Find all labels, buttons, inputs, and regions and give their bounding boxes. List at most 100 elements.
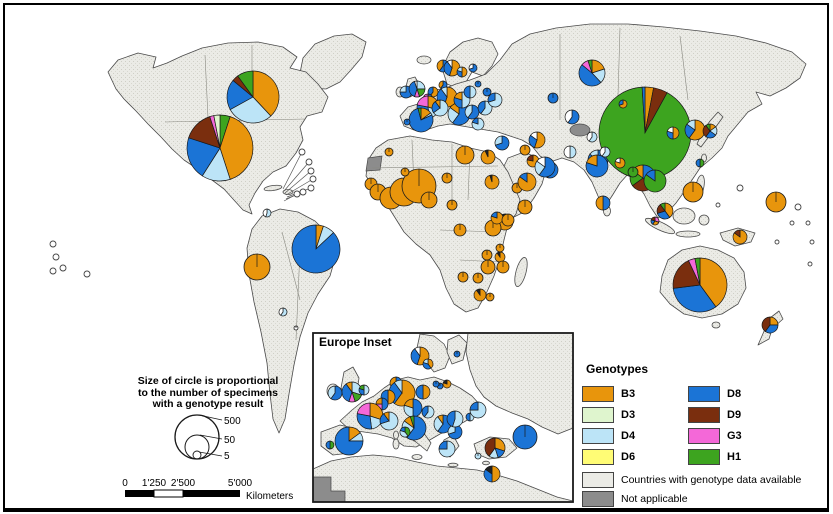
- pie-marker: [453, 223, 467, 237]
- small-specimen-circle: [49, 267, 57, 275]
- leader-line: [284, 170, 312, 194]
- scale-tick-2500: 2'500: [171, 478, 196, 489]
- scale-tick-0: 0: [122, 478, 128, 489]
- inset-land-corsica: [393, 430, 399, 440]
- small-specimen-circle: [293, 190, 301, 198]
- pie-marker: [403, 118, 411, 126]
- legend-row-D3: D3: [582, 405, 688, 425]
- pie-marker: [528, 131, 546, 149]
- legend-area-row-0: Countries with genotype data available: [582, 470, 825, 489]
- pie-marker: [595, 195, 611, 211]
- pie-marker: [598, 86, 692, 180]
- inset-land-cyprus: [482, 460, 490, 466]
- legend-row-H1: H1: [688, 447, 794, 467]
- land-hispaniola: [282, 189, 294, 195]
- pie-marker: [474, 452, 482, 460]
- pie-marker: [457, 271, 469, 283]
- pie-marker: [408, 107, 434, 133]
- size-legend-line3: with a genotype result: [152, 398, 264, 410]
- small-specimen-circle: [805, 220, 811, 226]
- legend-swatch-H1: [688, 449, 720, 465]
- caribbean-leader-lines: [282, 148, 317, 202]
- legend-swatch-G3: [688, 428, 720, 444]
- pie-marker: [487, 92, 503, 108]
- pie-marker: [293, 325, 299, 331]
- pie-marker: [358, 384, 370, 396]
- pie-marker: [463, 85, 477, 99]
- genotype-grid: B3 D3 D4 D6 D8 D9 G3 H1: [582, 384, 825, 467]
- inset-pies: [325, 346, 538, 483]
- pie-marker: [517, 199, 533, 215]
- size-legend-line2: to the number of specimens: [137, 386, 279, 399]
- leader-line: [285, 178, 314, 196]
- small-specimen-circle: [807, 261, 813, 267]
- leader-line: [283, 161, 310, 192]
- scale-tick-5000: 5'000: [228, 478, 253, 489]
- legend-area-label-1: Not applicable: [621, 492, 688, 505]
- pie-marker: [547, 92, 559, 104]
- small-specimen-circle: [809, 239, 815, 245]
- pie-marker: [327, 385, 343, 401]
- small-specimen-circle: [298, 148, 306, 156]
- legend-row-G3: G3: [688, 426, 794, 446]
- pie-marker: [684, 119, 706, 141]
- pie-marker: [563, 145, 577, 159]
- land-iceland: [416, 55, 432, 65]
- pie-marker: [403, 398, 423, 418]
- pie-marker: [431, 99, 449, 117]
- legend-row-D4: D4: [582, 426, 688, 446]
- main-map-pies: [186, 59, 787, 334]
- small-specimen-circle: [307, 167, 315, 175]
- small-specimen-circle: [52, 253, 60, 261]
- pie-marker: [618, 99, 628, 109]
- pie-marker: [334, 426, 364, 456]
- pie-marker: [501, 213, 515, 227]
- pie-marker: [480, 149, 496, 165]
- land-madagascar: [514, 257, 528, 287]
- pie-marker: [481, 249, 493, 261]
- pie-marker: [446, 199, 458, 211]
- pie-marker: [643, 169, 667, 193]
- pie-marker: [519, 144, 531, 156]
- pie-marker: [484, 437, 506, 459]
- pie-marker: [278, 307, 288, 317]
- legend-swatch-D6: [582, 449, 614, 465]
- legend-label-D3: D3: [621, 409, 636, 421]
- scale-tick-1250: 1'250: [142, 478, 167, 489]
- pie-marker: [341, 381, 363, 403]
- pie-marker: [482, 87, 492, 97]
- scale-bar: 0 1'250 2'500 5'000 Kilometers: [122, 478, 293, 502]
- pie-marker: [471, 117, 485, 131]
- legend-area-label-0: Countries with genotype data available: [621, 473, 802, 486]
- pie-marker: [399, 426, 411, 438]
- pie-marker: [243, 253, 271, 281]
- scale-unit-label: Kilometers: [246, 491, 293, 502]
- pie-marker: [614, 157, 626, 169]
- land-sulawesi: [698, 214, 710, 226]
- pie-marker: [585, 154, 609, 178]
- legend-area-swatch-0: [582, 471, 614, 488]
- legend-swatch-B3: [582, 386, 614, 402]
- inset-land-north-africa: [314, 454, 572, 501]
- pie-marker: [441, 172, 453, 184]
- pie-marker: [456, 66, 468, 78]
- circle-size-legend: 500 50 5: [174, 414, 241, 462]
- pie-marker: [400, 167, 410, 177]
- pie-marker: [534, 156, 556, 178]
- pie-marker: [627, 166, 639, 178]
- pie-marker: [453, 350, 461, 358]
- pie-marker: [761, 316, 779, 334]
- legend-area-row-1: Not applicable: [582, 489, 825, 508]
- small-specimen-circle: [307, 184, 315, 192]
- small-specimen-circle: [789, 220, 795, 226]
- legend-swatch-D9: [688, 407, 720, 423]
- pie-marker: [469, 401, 487, 419]
- pie-marker: [422, 358, 434, 370]
- legend-label-H1: H1: [727, 451, 742, 463]
- size-legend-caption: Size of circle is proportional to the nu…: [118, 375, 298, 411]
- small-specimen-circle: [49, 240, 57, 248]
- inset-land-finland: [446, 334, 468, 365]
- pie-marker: [464, 104, 480, 120]
- legend-label-D9: D9: [727, 409, 742, 421]
